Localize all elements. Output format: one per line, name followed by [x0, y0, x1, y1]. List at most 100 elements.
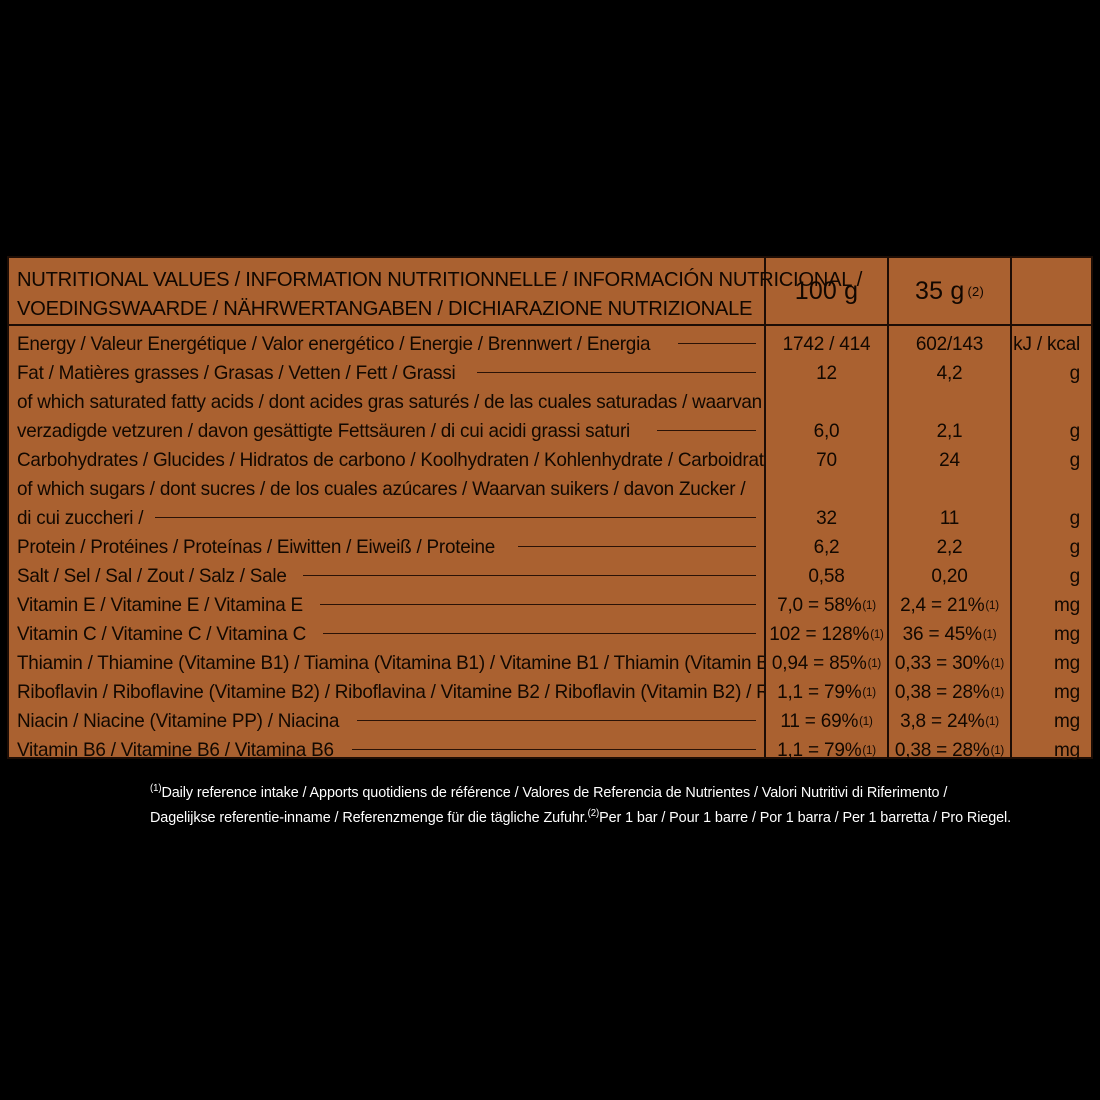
nutrient-label-row: verzadigde vetzuren / davon gesättigte F…	[17, 417, 764, 446]
value-cell-unit-text: g	[1069, 449, 1081, 471]
leader-rule	[477, 372, 756, 373]
value-cell-35g-text: 24	[939, 449, 960, 471]
value-cell-100g-text: 1742 / 414	[782, 333, 871, 355]
leader-rule	[322, 633, 756, 634]
nutrient-label-text: Vitamin B6 / Vitamine B6 / Vitamina B6	[17, 739, 334, 761]
nutrition-table-panel: NUTRITIONAL VALUES / INFORMATION NUTRITI…	[7, 256, 1093, 761]
value-cell-100g-footnote-marker: (1)	[859, 715, 873, 728]
nutrient-label-row: Protein / Protéines / Proteínas / Eiwitt…	[17, 533, 764, 562]
value-cell-35g: 2,4 = 21% (1)	[889, 591, 1010, 620]
value-cell-35g-footnote-marker: (1)	[990, 686, 1005, 699]
value-cell-unit-text: mg	[1054, 739, 1080, 761]
leader-rule	[302, 575, 756, 576]
nutrient-label-text: of which sugars / dont sucres / de los c…	[17, 478, 746, 500]
value-cell-100g-text: 32	[816, 507, 837, 529]
footnote-line-1: (1)Daily reference intake / Apports quot…	[150, 778, 947, 803]
value-cell-35g: 4,2	[889, 359, 1010, 388]
value-column-100g: 1742 / 414 12 6,0 70 32 6,2 0,58 7,0 = 58% (1)…	[764, 326, 887, 761]
value-cell-100g: 1742 / 414	[766, 330, 887, 359]
value-cell-35g: 11	[889, 504, 1010, 533]
nutrient-label-row: Energy / Valeur Energétique / Valor ener…	[17, 330, 764, 359]
nutrient-label-text: Fat / Matières grasses / Grasas / Vetten…	[17, 362, 456, 384]
value-cell-unit: mg	[1012, 591, 1091, 620]
value-cell-35g	[889, 388, 1010, 417]
value-cell-35g-text: 2,2	[936, 536, 963, 558]
leader-rule	[677, 343, 756, 344]
value-cell-35g-footnote-marker: (1)	[990, 657, 1005, 670]
value-cell-35g-text: 11	[939, 507, 960, 529]
nutrient-label-row: Niacin / Niacine (Vitamine PP) / Niacina	[17, 707, 764, 736]
value-cell-100g: 1,1 = 79% (1)	[766, 678, 887, 707]
leader-rule	[357, 720, 756, 721]
value-cell-35g-footnote-marker: (1)	[985, 599, 999, 612]
nutrient-label-row: Fat / Matières grasses / Grasas / Vetten…	[17, 359, 764, 388]
nutrient-label-text: Vitamin C / Vitamine C / Vitamina C	[17, 623, 307, 645]
nutrient-label-row: Thiamin / Thiamine (Vitamine B1) / Tiami…	[17, 649, 764, 678]
value-cell-100g: 32	[766, 504, 887, 533]
value-cell-35g-text: 0,38 = 28%	[894, 681, 990, 703]
value-cell-100g: 12	[766, 359, 887, 388]
value-cell-unit-text: mg	[1054, 594, 1080, 616]
value-cell-100g: 6,0	[766, 417, 887, 446]
value-cell-unit	[1012, 388, 1091, 417]
value-cell-35g-text: 3,8 = 24%	[900, 710, 985, 732]
value-cell-100g-text: 7,0 = 58%	[777, 594, 862, 616]
table-title: NUTRITIONAL VALUES / INFORMATION NUTRITI…	[9, 258, 862, 324]
nutrient-label-row: Vitamin E / Vitamine E / Vitamina E	[17, 591, 764, 620]
value-cell-unit: kJ / kcal	[1012, 330, 1091, 359]
value-cell-100g: 102 = 128% (1)	[766, 620, 887, 649]
value-cell-unit: mg	[1012, 620, 1091, 649]
value-cell-35g: 3,8 = 24% (1)	[889, 707, 1010, 736]
value-cell-100g-text: 70	[816, 449, 837, 471]
nutrient-label-text: Salt / Sel / Sal / Zout / Salz / Sale	[17, 565, 287, 587]
value-cell-unit-text: g	[1069, 507, 1081, 529]
value-cell-35g-text: 0,33 = 30%	[894, 652, 990, 674]
value-cell-35g-text: 0,38 = 28%	[894, 739, 990, 761]
value-cell-35g: 0,38 = 28% (1)	[889, 736, 1010, 765]
value-cell-100g-text: 1,1 = 79%	[777, 681, 862, 703]
value-cell-unit: g	[1012, 359, 1091, 388]
nutrient-label-row: di cui zuccheri /	[17, 504, 764, 533]
leader-rule	[656, 430, 756, 431]
value-cell-100g: 11 = 69% (1)	[766, 707, 887, 736]
value-cell-35g: 2,1	[889, 417, 1010, 446]
value-cell-unit: mg	[1012, 707, 1091, 736]
value-cell-unit-text: g	[1069, 565, 1081, 587]
value-cell-unit: mg	[1012, 678, 1091, 707]
leader-rule	[517, 546, 756, 547]
footnote-line-1-text: Daily reference intake / Apports quotidi…	[161, 784, 948, 801]
value-cell-100g-footnote-marker: (1)	[862, 744, 876, 757]
value-cell-100g-footnote-marker: (1)	[862, 686, 876, 699]
value-cell-100g-footnote-marker: (1)	[862, 599, 876, 612]
value-cell-35g-footnote-marker: (1)	[982, 628, 997, 641]
value-cell-unit-text: mg	[1054, 623, 1080, 645]
value-cell-unit	[1012, 475, 1091, 504]
column-header-100g: 100 g	[764, 258, 887, 324]
value-cell-100g	[766, 388, 887, 417]
value-cell-unit: g	[1012, 562, 1091, 591]
column-header-100g-label: 100 g	[794, 276, 859, 305]
value-cell-100g-text: 6,2	[813, 536, 840, 558]
value-cell-35g-text: 2,4 = 21%	[900, 594, 985, 616]
leader-rule	[319, 604, 756, 605]
value-cell-100g-text: 12	[816, 362, 837, 384]
value-cell-100g-text: 6,0	[813, 420, 840, 442]
value-cell-unit-text: g	[1069, 362, 1081, 384]
value-cell-100g-footnote-marker: (1)	[867, 657, 882, 670]
value-cell-100g: 70	[766, 446, 887, 475]
value-cell-unit-text: mg	[1054, 652, 1080, 674]
value-cell-35g-text: 0,20	[931, 565, 968, 587]
value-cell-unit-text: mg	[1054, 710, 1080, 732]
value-cell-unit: g	[1012, 533, 1091, 562]
value-cell-35g-text: 2,1	[936, 420, 963, 442]
column-header-35g: 35 g (2)	[887, 258, 1010, 324]
value-cell-unit: g	[1012, 504, 1091, 533]
nutrient-label-row: Carbohydrates / Glucides / Hidratos de c…	[17, 446, 764, 475]
column-header-unit	[1010, 258, 1091, 324]
value-cell-100g: 6,2	[766, 533, 887, 562]
nutrient-label-row: Vitamin C / Vitamine C / Vitamina C	[17, 620, 764, 649]
nutrient-label-text: verzadigde vetzuren / davon gesättigte F…	[17, 420, 630, 442]
footnote-line-2-text-b: Per 1 bar / Pour 1 barre / Por 1 barra /…	[599, 809, 1012, 826]
nutrient-label-column: Energy / Valeur Energétique / Valor ener…	[9, 326, 764, 761]
